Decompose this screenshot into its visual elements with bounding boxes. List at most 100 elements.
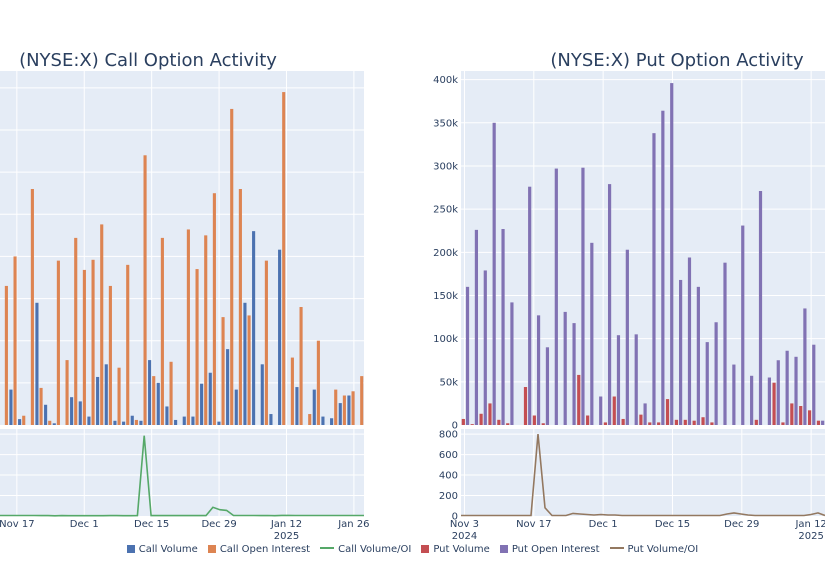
call-open-interest-bar (48, 420, 52, 425)
put-volume-bar (461, 418, 465, 425)
legend-item[interactable]: Put Volume/OI (609, 544, 698, 555)
call-open-interest-bar (22, 415, 26, 425)
put-open-interest-bar (474, 229, 479, 425)
put-volume-bar (612, 396, 616, 425)
put-open-interest-bar (465, 286, 470, 425)
legend-label: Put Open Interest (511, 544, 600, 555)
call-open-interest-bar (316, 340, 320, 425)
call-open-interest-bar (143, 155, 147, 426)
put-open-interest-bar (483, 270, 487, 425)
call-volume-bar (156, 382, 160, 425)
put-ratio-y-tick-label: 800 (439, 430, 458, 441)
call-open-interest-bar (134, 419, 138, 425)
call-open-interest-bar (117, 367, 121, 425)
put-ratio-line (461, 434, 825, 517)
call-open-interest-bar (342, 395, 346, 425)
call-open-interest-bar (100, 224, 104, 425)
put-volume-bar (648, 422, 652, 425)
put-volume-bar (807, 410, 812, 425)
put-x-tick-label: Dec 1 (589, 519, 618, 530)
put-open-interest-bar (607, 184, 612, 425)
call-volume-bar (18, 419, 22, 425)
legend-swatch (126, 545, 135, 553)
put-open-interest-bar (563, 311, 567, 425)
call-volume-bar (130, 415, 134, 425)
put-open-interest-bar (536, 315, 541, 425)
call-volume-bar (338, 403, 342, 425)
call-volume-bar (200, 383, 204, 425)
put-open-interest-bar (705, 342, 709, 425)
call-volume-bar (217, 421, 221, 425)
call-open-interest-bar (247, 315, 251, 425)
legend-label: Call Volume/OI (338, 544, 412, 555)
put-ratio-y-axis-ticks: 0 200 400 600 800 (439, 430, 458, 523)
put-volume-bar (701, 417, 705, 425)
put-volume-bar (532, 415, 536, 425)
put-y-tick-label: 150k (433, 291, 458, 302)
put-x-tick-label: Dec 15 (655, 519, 690, 530)
call-open-interest-bar (82, 269, 86, 425)
put-volume-bar (683, 419, 687, 425)
put-y-tick-label: 400k (433, 75, 458, 86)
put-y-tick-label: 300k (433, 161, 458, 172)
call-x-tick-label: Dec 29 (201, 519, 236, 530)
put-volume-bar (754, 419, 758, 425)
put-volume-bar (577, 374, 581, 425)
call-open-interest-bar (160, 237, 164, 425)
put-y-tick-label: 250k (433, 205, 458, 216)
call-open-interest-bar (39, 387, 43, 425)
call-volume-bar (243, 302, 247, 425)
call-open-interest-bar (186, 229, 190, 425)
put-volume-bar (772, 382, 776, 425)
call-open-interest-bar (195, 269, 199, 425)
call-open-interest-bar (230, 108, 234, 425)
put-volume-plot-area (461, 71, 825, 425)
put-volume-bar (621, 418, 625, 425)
put-open-interest-bar (510, 302, 514, 425)
put-open-interest-bar (821, 420, 825, 425)
call-volume-bar (148, 360, 152, 425)
put-open-interest-bar (625, 249, 629, 425)
call-bars (4, 92, 364, 426)
put-x-tick-label: Jan 12 (794, 519, 825, 530)
put-volume-bar (497, 419, 501, 425)
put-open-interest-bar (803, 308, 807, 425)
put-volume-bar (470, 424, 474, 425)
call-open-interest-bar (351, 391, 355, 425)
put-ratio-plot-area (461, 429, 825, 516)
put-chart-title: (NYSE:X) Put Option Activity (550, 50, 804, 71)
legend-item[interactable]: Call Volume (126, 544, 198, 555)
call-volume-bar (330, 418, 334, 425)
call-open-interest-bar (360, 376, 364, 425)
call-open-interest-bar (238, 189, 242, 425)
call-ratio-plot-area (0, 429, 364, 516)
call-volume-bar (295, 387, 299, 425)
put-volume-bar (639, 414, 643, 425)
call-open-interest-bar (212, 193, 216, 425)
legend-item[interactable]: Call Open Interest (207, 544, 310, 555)
legend-swatch (609, 547, 624, 549)
call-x-tick-label: Jan 12 (270, 519, 302, 530)
call-volume-bar (122, 421, 126, 425)
put-open-interest-bar (554, 168, 558, 425)
put-volume-bar (657, 422, 661, 425)
call-open-interest-bar (299, 307, 303, 425)
legend-item[interactable]: Put Open Interest (499, 544, 600, 555)
legend-item[interactable]: Call Volume/OI (320, 544, 411, 555)
put-volume-bar (674, 419, 679, 425)
put-open-interest-bar (785, 350, 789, 425)
put-volume-bar (665, 399, 670, 425)
call-open-interest-bar (13, 256, 17, 425)
put-open-interest-bar (696, 286, 700, 425)
call-volume-bar (44, 404, 48, 425)
legend-item[interactable]: Put Volume (421, 544, 490, 555)
call-volume-plot-area (0, 71, 364, 425)
call-volume-bar (191, 416, 195, 425)
call-open-interest-bar (290, 357, 294, 425)
put-volume-bar (479, 413, 483, 425)
put-open-interest-bar (794, 356, 798, 425)
put-open-interest-bar (670, 83, 674, 426)
call-volume-bar (312, 389, 316, 425)
